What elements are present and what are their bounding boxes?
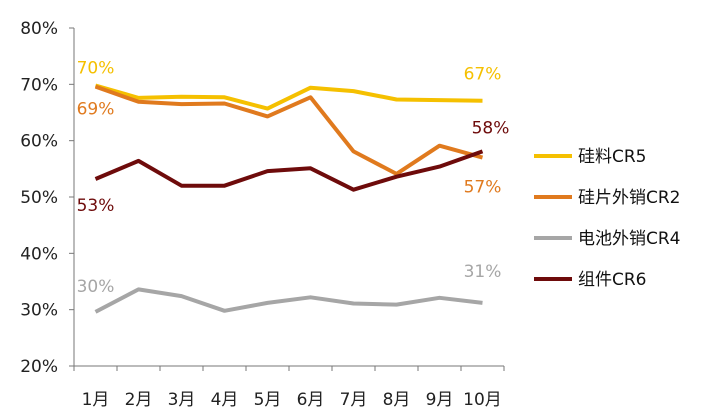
series-line-0 xyxy=(94,83,483,111)
data-label: 30% xyxy=(77,277,115,297)
y-tick-label: 80% xyxy=(20,19,58,39)
x-tick-label: 5月 xyxy=(254,390,282,410)
x-tick-label: 10月 xyxy=(463,390,502,410)
legend-label: 电池外销CR4 xyxy=(578,229,681,249)
y-tick-label: 50% xyxy=(20,188,58,208)
axes: 20% 30% 40% 50% 60% 70% 80% 1月 2月 3月 4月 5月 6月 7月 8月 9月 1… xyxy=(20,19,505,410)
data-label: 69% xyxy=(77,100,115,120)
data-labels: 70% 67% 69% 57% 30% 31% 53% 58% xyxy=(77,58,510,296)
y-tick-label: 70% xyxy=(20,75,58,95)
x-tick-label: 4月 xyxy=(211,390,239,410)
data-label: 70% xyxy=(77,58,115,78)
y-tick-label: 60% xyxy=(20,132,58,152)
series-line-2 xyxy=(94,287,483,314)
legend: 硅料CR5 硅片外销CR2 电池外销CR4 组件CR6 xyxy=(534,147,681,290)
x-tick-label: 6月 xyxy=(297,390,325,410)
legend-label: 硅料CR5 xyxy=(578,147,647,167)
x-tick-label: 8月 xyxy=(383,390,411,410)
legend-label: 硅片外销CR2 xyxy=(578,188,681,208)
x-tick-label: 9月 xyxy=(426,390,454,410)
data-label: 31% xyxy=(464,262,502,282)
y-tick-label: 40% xyxy=(20,244,58,264)
data-label: 57% xyxy=(464,178,502,198)
x-tick-label: 3月 xyxy=(168,390,196,410)
legend-label: 组件CR6 xyxy=(578,270,647,290)
x-tick-label: 2月 xyxy=(125,390,153,410)
x-tick-label: 1月 xyxy=(82,390,110,410)
series-line-1 xyxy=(94,84,484,176)
y-tick-label: 30% xyxy=(20,301,58,321)
data-label: 67% xyxy=(464,65,502,85)
y-tick-label: 20% xyxy=(20,357,58,377)
series-lines xyxy=(94,83,484,314)
data-label: 53% xyxy=(77,196,115,216)
x-tick-label: 7月 xyxy=(340,390,368,410)
series-line-3 xyxy=(94,149,484,192)
data-label: 58% xyxy=(472,118,510,138)
